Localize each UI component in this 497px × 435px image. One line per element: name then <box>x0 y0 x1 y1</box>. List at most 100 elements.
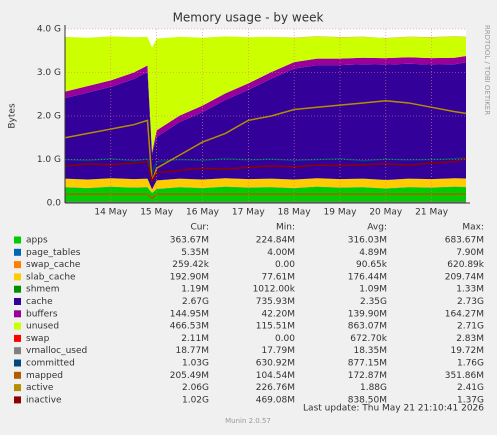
y-tick-label: 3.0 G <box>37 68 61 78</box>
legend-swatch <box>14 261 21 268</box>
legend-stat: 1.33M <box>456 285 484 295</box>
legend-stat: 2.73G <box>457 297 484 307</box>
legend-label: swap_cache <box>26 260 81 270</box>
legend-label: inactive <box>26 395 62 405</box>
legend-label: active <box>26 383 54 393</box>
legend-stat: 104.54M <box>256 371 295 381</box>
x-tick-label: 17 May <box>232 208 266 218</box>
x-tick-label: 18 May <box>278 208 312 218</box>
legend-stat: 226.76M <box>256 383 295 393</box>
legend-stat: 672.70k <box>350 334 387 344</box>
legend-stat: 224.84M <box>256 236 295 246</box>
legend-swatch <box>14 347 21 354</box>
y-axis-label: Bytes <box>8 103 18 129</box>
legend-stat: 316.03M <box>348 236 387 246</box>
legend-label: swap <box>26 334 50 344</box>
legend-stat: 77.61M <box>261 272 295 282</box>
legend-stat: 2.71G <box>457 322 484 332</box>
stat-header: Min: <box>276 223 295 233</box>
legend-swatch <box>14 273 21 280</box>
legend-stat: 172.87M <box>348 371 387 381</box>
stat-header: Max: <box>462 223 484 233</box>
x-tick-label: 16 May <box>186 208 220 218</box>
x-tick-label: 14 May <box>94 208 128 218</box>
legend-stat: 630.92M <box>256 359 295 369</box>
side-note: RRDTOOL / TOBI OETIKER <box>483 25 491 115</box>
legend-stat: 19.72M <box>450 346 484 356</box>
legend-stat: 735.93M <box>256 297 295 307</box>
legend-stat: 466.53M <box>170 322 209 332</box>
legend-stat: 164.27M <box>445 309 484 319</box>
legend-stat: 0.00 <box>275 334 295 344</box>
legend-stat: 1.19M <box>181 285 209 295</box>
legend-swatch <box>14 249 21 256</box>
legend-stat: 863.07M <box>348 322 387 332</box>
legend-stat: 1.03G <box>182 359 209 369</box>
legend-stat: 209.74M <box>445 272 484 282</box>
stat-header: Avg: <box>367 223 387 233</box>
legend-swatch <box>14 360 21 367</box>
x-tick-label: 15 May <box>140 208 174 218</box>
legend-stat: 4.00M <box>267 248 295 258</box>
legend-swatch <box>14 335 21 342</box>
legend-swatch <box>14 372 21 379</box>
legend-stat: 1.37G <box>457 395 484 405</box>
legend-stat: 2.35G <box>360 297 387 307</box>
legend-label: committed <box>26 359 75 369</box>
legend-swatch <box>14 310 21 317</box>
legend-stat: 115.51M <box>256 322 295 332</box>
legend-stat: 683.67M <box>445 236 484 246</box>
legend-stat: 1.02G <box>182 395 209 405</box>
legend-stat: 351.86M <box>445 371 484 381</box>
legend-label: cache <box>26 297 53 307</box>
legend-stat: 0.00 <box>275 260 295 270</box>
legend-label: vmalloc_used <box>26 346 87 356</box>
legend-stat: 139.90M <box>348 309 387 319</box>
x-tick-label: 19 May <box>324 208 358 218</box>
legend-stat: 4.89M <box>359 248 387 258</box>
legend-stat: 363.67M <box>170 236 209 246</box>
legend-stat: 2.83M <box>456 334 484 344</box>
legend-stat: 2.06G <box>182 383 209 393</box>
x-tick-label: 21 May <box>415 208 449 218</box>
legend-stat: 1.09M <box>359 285 387 295</box>
legend-stat: 2.41G <box>457 383 484 393</box>
legend-swatch <box>14 396 21 403</box>
legend-label: apps <box>26 236 48 246</box>
legend-label: page_tables <box>26 248 81 258</box>
legend-stat: 42.20M <box>261 309 295 319</box>
legend-swatch <box>14 323 21 330</box>
y-tick-label: 2.0 G <box>37 112 61 122</box>
legend-stat: 7.90M <box>456 248 484 258</box>
legend-label: mapped <box>26 371 63 381</box>
legend-stat: 2.11M <box>181 334 209 344</box>
legend-stat: 5.35M <box>181 248 209 258</box>
legend-stat: 259.42k <box>172 260 209 270</box>
legend-stat: 1.76G <box>457 359 484 369</box>
legend-stat: 205.49M <box>170 371 209 381</box>
legend-stat: 18.77M <box>175 346 209 356</box>
legend-swatch <box>14 298 21 305</box>
stat-header: Cur: <box>190 223 209 233</box>
legend-label: shmem <box>26 285 59 295</box>
legend-stat: 192.90M <box>170 272 209 282</box>
legend-stat: 17.79M <box>261 346 295 356</box>
legend-stat: 144.95M <box>170 309 209 319</box>
legend-label: buffers <box>26 309 58 319</box>
legend-stat: 877.15M <box>348 359 387 369</box>
legend-stat: 18.35M <box>353 346 387 356</box>
legend-label: unused <box>26 322 59 332</box>
legend-stat: 838.50M <box>348 395 387 405</box>
y-tick-label: 1.0 G <box>37 155 61 165</box>
legend-stat: 469.08M <box>256 395 295 405</box>
legend-swatch <box>14 384 21 391</box>
chart-title: Memory usage - by week <box>173 11 324 25</box>
legend-stat: 90.65k <box>356 260 388 270</box>
legend-stat: 1012.00k <box>253 285 296 295</box>
legend-label: slab_cache <box>26 272 76 282</box>
legend-swatch <box>14 286 21 293</box>
legend-stat: 1.88G <box>360 383 387 393</box>
legend-stat: 620.89k <box>447 260 484 270</box>
y-tick-label: 4.0 G <box>37 25 61 35</box>
